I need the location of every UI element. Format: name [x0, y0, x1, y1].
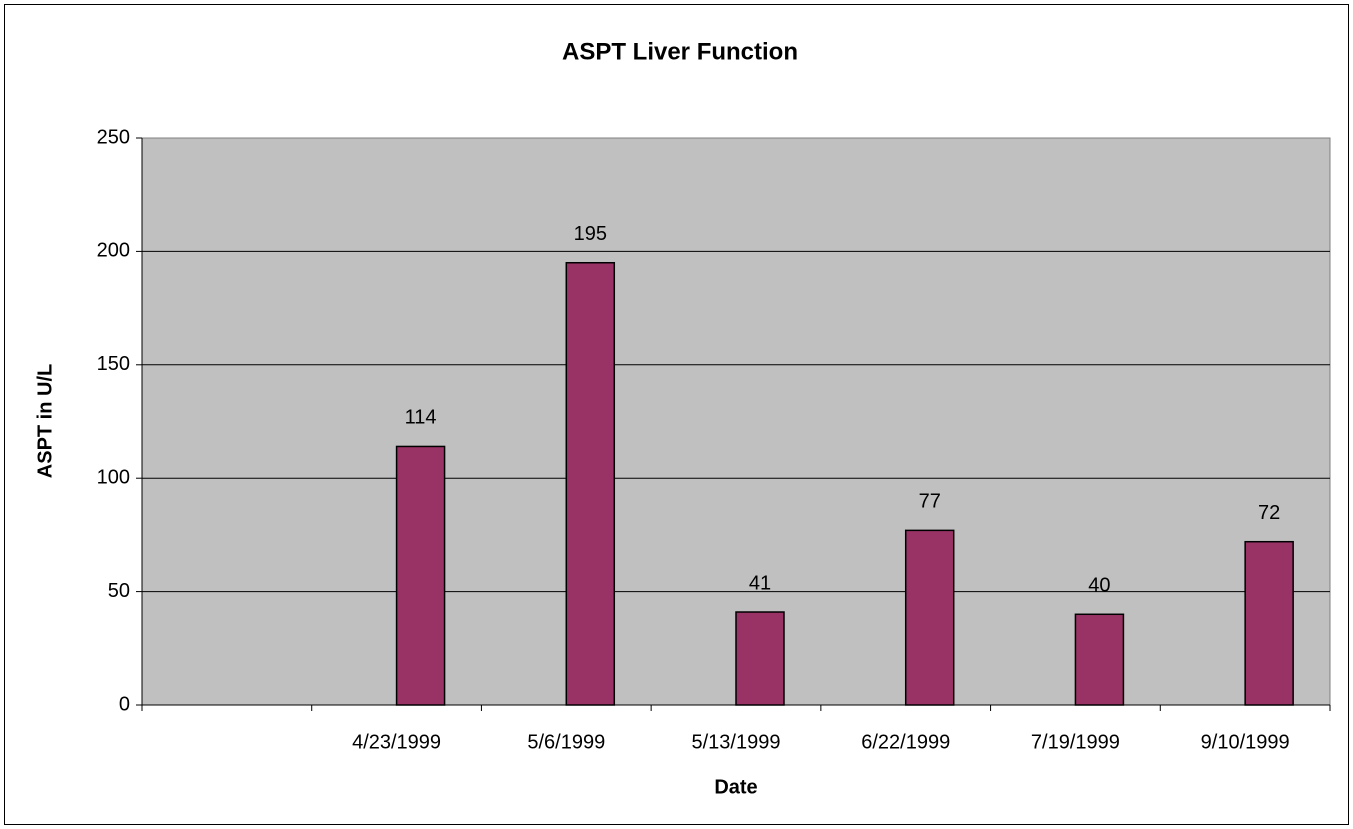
data-label: 72 [1258, 502, 1280, 524]
y-tick-label: 50 [108, 580, 130, 602]
bar [1244, 540, 1294, 706]
data-label: 41 [749, 572, 771, 594]
x-tick-label: 4/23/1999 [352, 731, 441, 753]
data-label: 195 [574, 223, 607, 245]
bar [565, 261, 616, 706]
plot-area [141, 137, 1331, 706]
y-tick-label: 100 [97, 466, 130, 488]
chart-title: ASPT Liver Function [562, 38, 798, 65]
bar [395, 445, 446, 706]
y-axis-label: ASPT in U/L [34, 364, 56, 478]
x-tick-label: 5/13/1999 [692, 731, 781, 753]
x-tick-label: 5/6/1999 [527, 731, 605, 753]
x-tick-label: 7/19/1999 [1031, 731, 1120, 753]
bar [1074, 613, 1125, 706]
y-tick-label: 200 [97, 240, 130, 262]
data-label: 77 [919, 491, 941, 513]
x-axis-label: Date [714, 776, 757, 798]
bar [735, 611, 785, 706]
data-label: 114 [405, 407, 437, 429]
y-tick-label: 0 [119, 693, 130, 715]
x-tick-label: 6/22/1999 [861, 731, 950, 753]
x-tick-label: 9/10/1999 [1201, 731, 1290, 753]
y-tick-label: 150 [97, 353, 130, 375]
bar [904, 529, 955, 706]
data-label: 40 [1088, 575, 1110, 597]
y-tick-label: 250 [97, 126, 130, 148]
